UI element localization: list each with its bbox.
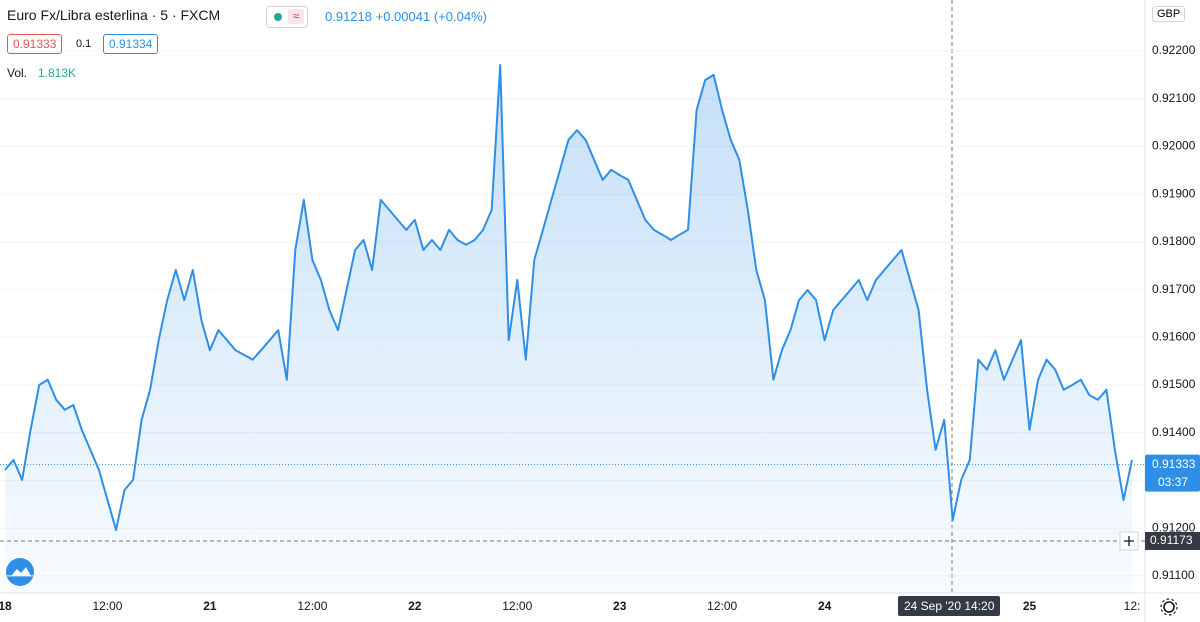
currency[interactable]: GBP — [1152, 6, 1186, 22]
crosshair-price-label: 0.91173 — [1150, 533, 1193, 547]
y-tick-label: 0.92000 — [1152, 139, 1196, 153]
x-tick-label: 24 — [818, 599, 832, 613]
x-tick-label: 12: — [1124, 599, 1141, 613]
last-price-box — [1145, 454, 1200, 492]
crosshair-plus — [1124, 535, 1134, 546]
area-fill — [5, 64, 1132, 593]
last-price-label: 0.91333 — [1152, 457, 1196, 471]
last-price: 0.91218 — [325, 9, 372, 24]
volume-value: 1.813K — [38, 66, 77, 80]
crosshair-time: 24 Sep '20 14:20 — [898, 596, 1001, 616]
y-tick-label: 0.91900 — [1152, 186, 1196, 200]
crosshair-price-box — [1145, 531, 1200, 550]
change: +0.00041 — [375, 9, 431, 24]
y-tick-label: 0.91400 — [1152, 425, 1196, 439]
x-tick-label: 21 — [203, 599, 217, 613]
x-tick-label: 12:00 — [297, 599, 327, 613]
y-tick-label: 0.91800 — [1152, 234, 1196, 248]
y-tick-label: 0.91700 — [1152, 282, 1196, 296]
x-tick-label: 23 — [613, 599, 627, 613]
volume-label: Vol. — [7, 66, 28, 80]
x-tick-label: 22 — [408, 599, 422, 613]
price-line — [4, 63, 1133, 531]
y-tick-label: 0.91100 — [1152, 568, 1195, 582]
x-tick-label: 18 — [0, 599, 12, 613]
ask[interactable]: 0.91334 — [103, 34, 159, 54]
y-tick-label: 0.91500 — [1152, 377, 1196, 391]
bid[interactable]: 0.91333 — [7, 34, 63, 54]
x-tick-label: 12:00 — [502, 599, 532, 613]
y-tick-label: 0.91200 — [1152, 520, 1196, 534]
status-icons[interactable]: ≈ — [266, 6, 308, 28]
x-tick-label: 25 — [1023, 599, 1037, 613]
x-tick-label: 12:00 — [92, 599, 122, 613]
quote: 0.91218 +0.00041 (+0.04%) — [325, 9, 487, 24]
change-pct: (+0.04%) — [433, 9, 487, 24]
spread: 0.1 — [76, 38, 92, 50]
settings-icon[interactable] — [1160, 598, 1178, 616]
y-tick-label: 0.92100 — [1152, 91, 1196, 105]
symbol-title: Euro Fx/Libra esterlina · 5 · FXCM — [7, 7, 221, 23]
countdown: 03:37 — [1158, 475, 1188, 489]
y-tick-label: 0.91600 — [1152, 329, 1196, 343]
x-tick-label: 12:00 — [707, 599, 737, 613]
y-tick-label: 0.92200 — [1152, 43, 1196, 57]
